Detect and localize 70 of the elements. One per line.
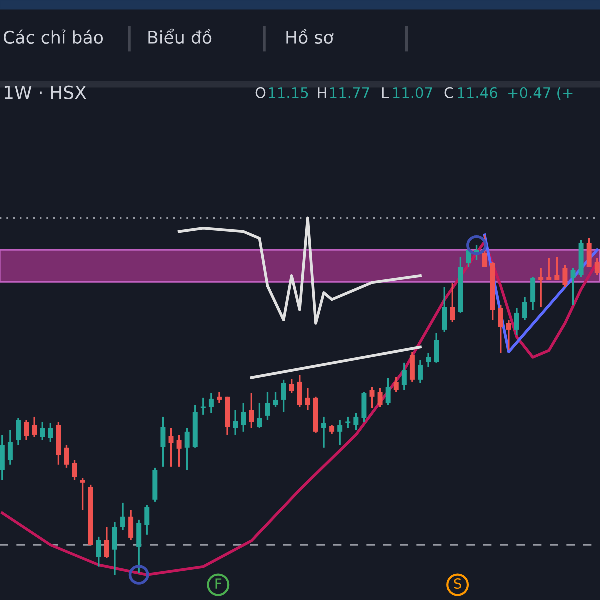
candlestick	[160, 416, 166, 468]
candlestick	[72, 459, 78, 482]
text: Hồ sơ	[286, 29, 334, 44]
candlestick	[498, 304, 504, 354]
candlestick	[442, 286, 448, 333]
text: F	[216, 578, 222, 589]
text: C	[444, 87, 454, 98]
candlestick	[281, 379, 286, 414]
text: Biểu đồ	[148, 28, 212, 44]
candlestick	[64, 444, 70, 469]
candlestick	[249, 392, 254, 430]
candlestick	[16, 417, 21, 446]
candlestick	[32, 416, 38, 438]
candlestick	[370, 386, 375, 409]
candlestick	[128, 509, 134, 541]
text: Các chỉ báo	[4, 30, 104, 44]
text: S	[454, 578, 462, 590]
candlestick	[554, 256, 560, 281]
candlestick	[297, 374, 302, 408]
candlestick	[378, 387, 383, 408]
text: L	[382, 88, 390, 98]
candlestick	[402, 362, 407, 391]
candlestick	[586, 237, 592, 268]
candlestick	[208, 392, 214, 414]
candlestick	[40, 421, 46, 441]
candlestick	[522, 296, 528, 321]
chart-title: 1W · HSX	[4, 86, 86, 100]
text: 11.46	[458, 87, 498, 98]
candlestick	[217, 391, 222, 404]
candlestick	[305, 387, 310, 412]
candlestick	[96, 536, 102, 568]
candlestick	[562, 264, 568, 288]
candlestick	[434, 332, 440, 364]
candlestick	[273, 391, 278, 408]
candlestick	[594, 257, 600, 276]
candlestick	[450, 282, 456, 323]
text: O	[256, 87, 266, 98]
candlestick	[241, 402, 246, 433]
candlestick	[386, 377, 391, 406]
text: H	[318, 88, 326, 98]
candlestick	[346, 416, 351, 430]
candlestick	[104, 526, 110, 559]
candlestick	[24, 419, 30, 441]
candlestick	[112, 521, 118, 576]
candlestick	[48, 422, 54, 443]
candlestick	[322, 416, 327, 449]
candlestick	[257, 402, 262, 430]
text: +0.47 (+	[508, 87, 573, 100]
candlestick	[506, 319, 512, 351]
candlestick	[546, 257, 552, 281]
candlestick	[184, 427, 190, 471]
candlestick	[265, 391, 270, 421]
candlestick	[394, 376, 399, 393]
candlestick	[144, 504, 150, 536]
candlestick	[514, 307, 520, 336]
candlestick	[538, 267, 544, 308]
candlestick	[80, 477, 86, 511]
candlestick	[233, 409, 238, 436]
candlestick	[570, 267, 576, 306]
text: 11.07	[393, 87, 432, 98]
text: 11.77	[330, 88, 370, 98]
candlestick	[338, 419, 343, 446]
candlestick	[176, 434, 182, 468]
candlestick	[289, 378, 294, 394]
candlestick	[8, 429, 13, 466]
candlestick	[120, 502, 126, 531]
candlestick	[426, 352, 432, 368]
text: 11.15	[269, 88, 308, 98]
candlestick	[418, 359, 423, 384]
candlestick	[354, 412, 359, 432]
